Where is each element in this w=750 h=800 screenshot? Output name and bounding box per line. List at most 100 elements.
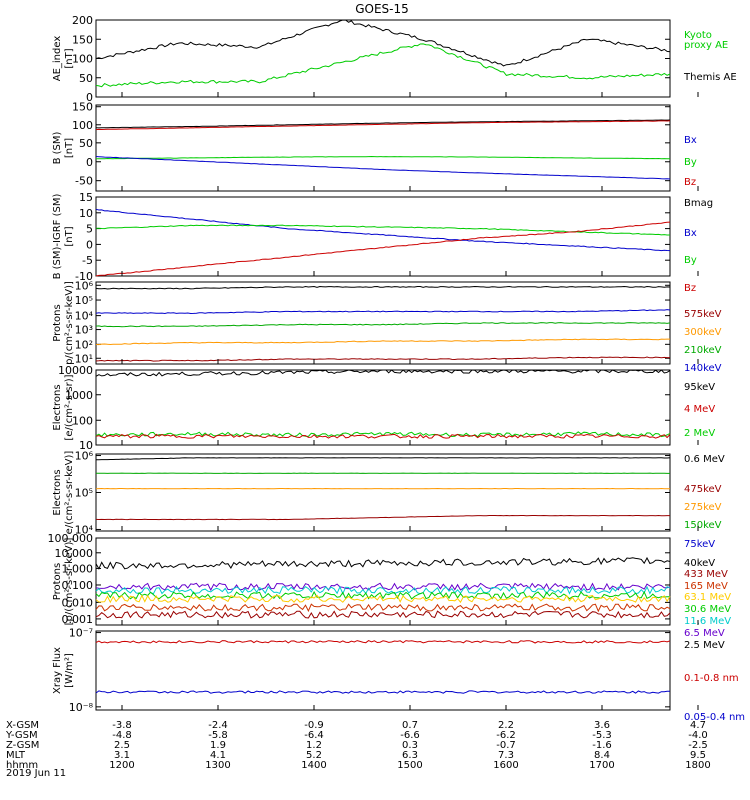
series-line-165-mev xyxy=(95,603,671,613)
legend-entry: 210keV xyxy=(684,345,722,356)
y-tick-label: 10⁶ xyxy=(75,279,94,292)
x-row-value: -4.8 xyxy=(112,730,132,741)
series-line-95kev xyxy=(95,285,671,290)
y-tick-label: 0.100 xyxy=(62,579,94,592)
panel-protons_mev: 0.001 0.010 0.100 1.000 10.000 100.000 Protons… xyxy=(48,532,732,651)
y-tick-label: 10⁻⁸ xyxy=(69,701,94,714)
legend-entry: By xyxy=(684,255,697,266)
panel-electrons_kev: 10⁴ 10⁵ 10⁶ Electrons e/(cm²-s-sr-keV)] 475ke… xyxy=(52,450,722,569)
legend-entry: Bz xyxy=(684,177,696,188)
panel-frame xyxy=(95,104,671,192)
y-axis-label: p/(cm²-s-sr-keV)] xyxy=(64,281,75,365)
legend-entry: 300keV xyxy=(684,327,722,338)
x-row-label: MLT xyxy=(6,750,26,761)
x-row-value: -3.8 xyxy=(112,720,132,731)
legend-entry: 11.6 MeV xyxy=(684,616,731,627)
series-line-30-6-mev xyxy=(95,590,670,600)
y-tick-label: 0 xyxy=(86,238,93,251)
y-tick-label: 1.000 xyxy=(62,562,94,575)
x-row-value: 1500 xyxy=(397,760,422,771)
legend-entry: Bx xyxy=(684,228,697,239)
x-row-value: -0.9 xyxy=(304,720,324,731)
x-row-label: Y-GSM xyxy=(5,730,38,741)
y-tick-label: 10⁴ xyxy=(75,523,94,536)
x-row-label: Z-GSM xyxy=(6,740,39,751)
y-tick-label: 50 xyxy=(79,137,93,150)
date-label: 2019 Jun 11 xyxy=(6,768,66,779)
x-row-value: -6.2 xyxy=(496,730,516,741)
x-row-value: -6.4 xyxy=(304,730,324,741)
series-line-11-6-mev xyxy=(95,585,671,595)
legend-entry: 0.6 MeV xyxy=(684,454,725,465)
legend-entry: proxy AE xyxy=(684,40,728,51)
legend-entry: 6.5 MeV xyxy=(684,628,725,639)
series-line-by xyxy=(96,155,670,160)
y-tick-label: 1000 xyxy=(65,389,93,402)
y-tick-label: -5 xyxy=(82,254,93,267)
y-tick-label: 200 xyxy=(72,14,93,27)
y-tick-label: 10² xyxy=(75,338,93,351)
legend-entry: 2 MeV xyxy=(684,428,715,439)
x-row-value: 1600 xyxy=(493,760,518,771)
x-row-value: 3.1 xyxy=(114,750,130,761)
x-row-value: 1.9 xyxy=(210,740,226,751)
series-line-433-mev xyxy=(95,610,671,619)
y-tick-label: 100 xyxy=(72,53,93,66)
y-axis-label: B (SM) xyxy=(52,131,63,164)
y-tick-label: 10 xyxy=(79,439,93,452)
legend-entry: 165 MeV xyxy=(684,581,728,592)
panel-frame xyxy=(95,630,671,711)
series-line-0-6-mev xyxy=(95,369,671,377)
x-row-value: 0.7 xyxy=(402,720,418,731)
series-line-0-05-0-4-nm xyxy=(95,690,670,694)
y-tick-label: 10⁻⁷ xyxy=(69,627,93,640)
series-line-40kev xyxy=(96,457,671,461)
y-tick-label: 10⁴ xyxy=(75,310,94,323)
panel-frame xyxy=(95,537,671,626)
y-axis-label: Protons xyxy=(52,304,63,341)
x-row-value: 2.2 xyxy=(498,720,514,731)
y-tick-label: 10⁵ xyxy=(75,487,93,500)
y-tick-label: -10 xyxy=(75,270,93,283)
y-tick-label: 10000 xyxy=(58,364,93,377)
x-row-value: 1300 xyxy=(205,760,230,771)
x-row-label: X-GSM xyxy=(6,720,39,731)
series-line-300kev xyxy=(95,338,670,346)
series-line-bmag xyxy=(95,119,671,129)
series-line-by xyxy=(95,224,670,236)
x-row-value: 6.3 xyxy=(402,750,418,761)
panel-xray: 10⁻⁸ 10⁻⁷ Xray Flux [W/m²] 0.1-0.8 nm 0.05-0.… xyxy=(52,627,745,723)
legend-entry: Bmag xyxy=(684,198,713,209)
series-line-bz xyxy=(95,221,671,277)
y-axis-label: B (SM)-IGRF (SM) xyxy=(52,194,63,280)
x-row-value: -6.6 xyxy=(400,730,420,741)
legend-entry: By xyxy=(684,157,697,168)
legend-entry: 150keV xyxy=(684,520,722,531)
legend-entry: 4 MeV xyxy=(684,404,715,415)
series-line-bx xyxy=(95,156,671,180)
x-row-value: 5.2 xyxy=(306,750,322,761)
x-row-value: 1800 xyxy=(685,760,710,771)
y-tick-label: 5 xyxy=(86,223,93,236)
y-tick-label: 0.001 xyxy=(62,613,94,626)
series-line-2-5-mev xyxy=(95,556,671,570)
x-row-value: 1.2 xyxy=(306,740,322,751)
panel-b_sm: -50 0 50 100 150 B (SM) [nT] Bx By Bz Bmag xyxy=(52,101,713,209)
series-line-575kev xyxy=(95,356,670,362)
legend-entry: Bz xyxy=(684,283,696,294)
panel-b_igrf: -10 -5 0 5 10 15 B (SM)-IGRF (SM) [nT] Bx By Bz xyxy=(52,191,699,294)
y-axis-label: e/(cm²-s-sr-keV)] xyxy=(64,451,75,535)
y-tick-label: 10⁶ xyxy=(75,450,94,463)
y-tick-label: 100 xyxy=(72,119,93,132)
y-tick-label: 0 xyxy=(86,91,93,104)
x-row-value: -2.4 xyxy=(208,720,228,731)
y-axis-label: Electrons xyxy=(52,384,63,430)
legend-entry: 75keV xyxy=(684,539,715,550)
x-row-value: 9.5 xyxy=(690,750,706,761)
legend-entry: 30.6 MeV xyxy=(684,604,731,615)
y-axis-label: [nT] xyxy=(64,226,75,246)
legend-entry: 140keV xyxy=(684,363,722,374)
y-tick-label: 0 xyxy=(86,156,93,169)
series-line-0-1-0-8-nm xyxy=(95,640,671,644)
